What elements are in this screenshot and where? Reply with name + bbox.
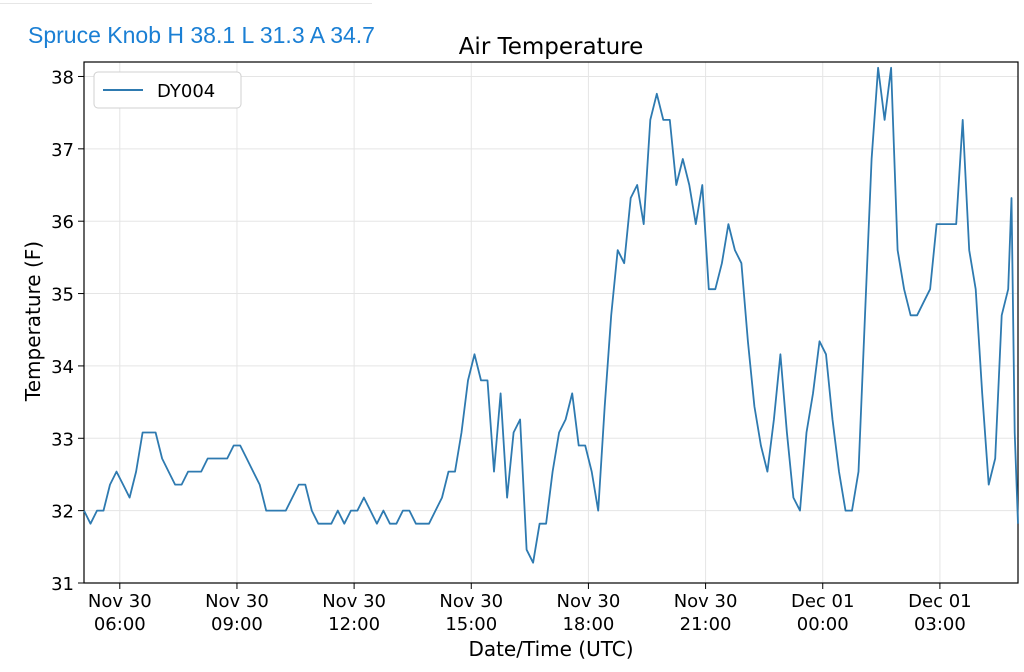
x-tick-label-time: 15:00	[445, 614, 497, 635]
x-tick-label-time: 03:00	[914, 614, 966, 635]
series-line-dy004	[83, 66, 1019, 564]
y-axis-ticks: 31 32 33 34 35 36 37 38	[51, 67, 84, 595]
x-tick-label-date: Nov 30	[88, 591, 152, 612]
y-tick-label: 34	[51, 357, 74, 378]
x-tick-label-time: 09:00	[211, 614, 263, 635]
x-tick-label-time: 18:00	[562, 614, 614, 635]
y-axis-label: Temperature (F)	[21, 241, 45, 402]
x-tick-label-time: 21:00	[680, 614, 732, 635]
chart-title: Air Temperature	[459, 34, 644, 60]
x-axis-label: Date/Time (UTC)	[468, 637, 633, 661]
series-layer	[83, 66, 1019, 564]
x-tick-label-date: Nov 30	[205, 591, 269, 612]
station-summary-header: Spruce Knob H 38.1 L 31.3 A 34.7	[28, 22, 375, 48]
x-tick-label-date: Nov 30	[322, 591, 386, 612]
grid-layer	[84, 62, 1018, 584]
x-tick-label-date: Nov 30	[439, 591, 503, 612]
x-tick-label-date: Dec 01	[791, 591, 854, 612]
legend: DY004	[93, 71, 242, 109]
y-tick-label: 31	[51, 574, 74, 595]
x-tick-label-time: 06:00	[94, 614, 146, 635]
y-tick-label: 32	[51, 502, 74, 523]
x-tick-label-date: Nov 30	[674, 591, 738, 612]
x-tick-label-date: Dec 01	[908, 591, 971, 612]
legend-label: DY004	[157, 81, 215, 102]
x-tick-label-time: 00:00	[797, 614, 849, 635]
top-divider	[0, 3, 372, 4]
x-tick-label-time: 12:00	[328, 614, 380, 635]
x-tick-label-date: Nov 30	[557, 591, 621, 612]
y-tick-label: 33	[51, 429, 74, 450]
y-tick-label: 38	[51, 67, 74, 88]
y-tick-label: 35	[51, 285, 74, 306]
y-tick-label: 37	[51, 140, 74, 161]
legend-box	[93, 71, 242, 109]
y-tick-label: 36	[51, 212, 74, 233]
plot-frame	[83, 61, 1019, 584]
